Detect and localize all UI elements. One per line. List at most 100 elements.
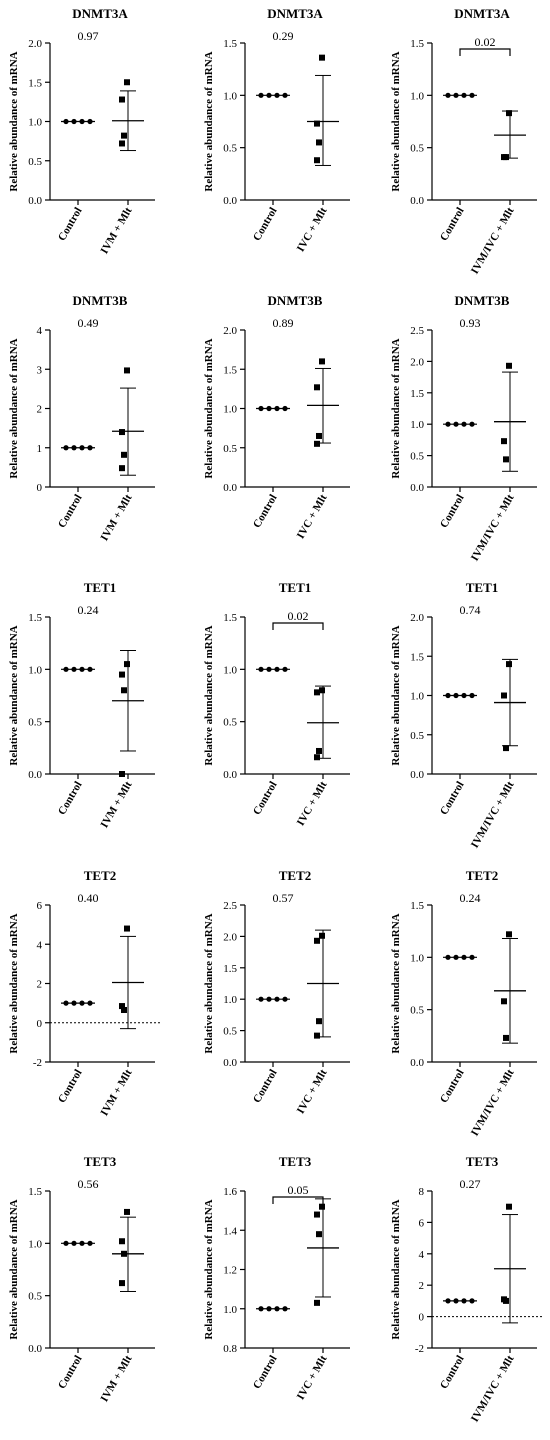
p-value-label: 0.05	[288, 1183, 309, 1197]
y-tick-label: 1.5	[410, 38, 424, 50]
y-tick-label: 0.5	[28, 717, 42, 729]
chart-panel-tet1-1: TET1 0.0 0.5 1.0 1.5 Relative abundance of mR…	[8, 580, 155, 830]
control-point	[79, 666, 85, 672]
chart-title: DNMT3B	[455, 293, 510, 308]
y-tick-label: 1.0	[223, 90, 237, 102]
y-tick-label: 1.5	[28, 612, 42, 624]
y-axis-label: Relative abundance of mRNA	[8, 51, 20, 191]
chart-title: DNMT3A	[454, 6, 510, 21]
control-point	[63, 666, 69, 672]
treatment-point	[503, 745, 509, 752]
y-axis-label: Relative abundance of mRNA	[203, 51, 215, 191]
control-point	[461, 1298, 467, 1304]
treatment-point	[319, 1203, 325, 1210]
y-tick-label: 2.5	[223, 900, 237, 912]
p-value-label: 0.93	[460, 316, 481, 330]
control-point	[87, 1000, 93, 1006]
treatment-point	[501, 692, 507, 699]
control-point	[445, 692, 451, 699]
y-tick-label: 1.0	[223, 404, 237, 416]
y-tick-label: 0.0	[28, 1343, 42, 1355]
y-axis-label: Relative abundance of mRNA	[390, 51, 402, 191]
x-category-label: Control	[251, 780, 280, 818]
treatment-point	[314, 1211, 320, 1218]
control-point	[445, 92, 451, 98]
y-axis-label: Relative abundance of mRNA	[203, 338, 215, 478]
y-tick-label: 4	[419, 1249, 425, 1261]
control-point	[63, 118, 69, 125]
treatment-point	[124, 661, 130, 668]
control-point	[71, 445, 77, 451]
control-point	[453, 692, 459, 699]
p-value-label: 0.74	[460, 603, 481, 617]
treatment-point	[316, 139, 322, 146]
y-tick-label: 8	[419, 1186, 425, 1198]
y-tick-label: 0.5	[410, 1005, 424, 1017]
treatment-point	[314, 1299, 320, 1306]
x-category-label: Control	[438, 206, 467, 244]
chart-title: DNMT3A	[267, 6, 323, 21]
control-point	[258, 996, 264, 1002]
y-tick-label: 1.0	[410, 90, 424, 102]
y-tick-label: 0.0	[410, 769, 424, 781]
x-category-label: Control	[251, 1354, 280, 1392]
significance-bracket	[272, 622, 324, 630]
p-value-label: 0.29	[273, 29, 294, 43]
treatment-point	[314, 120, 320, 127]
x-category-label: Control	[251, 206, 280, 244]
chart-title: TET1	[466, 580, 499, 595]
y-tick-label: 1.0	[223, 1304, 237, 1316]
x-category-label: IVM + Mlt	[98, 492, 134, 543]
y-tick-label: 2	[37, 979, 43, 991]
y-tick-label: 4	[37, 325, 43, 337]
y-tick-label: 1.0	[410, 952, 424, 964]
chart-title: TET3	[84, 1154, 117, 1169]
x-category-label: IVM/IVC + Mlt	[469, 779, 517, 850]
x-category-label: Control	[56, 1354, 85, 1392]
x-category-label: IVC + Mlt	[295, 492, 330, 541]
control-point	[453, 1298, 459, 1304]
y-tick-label: 0.0	[410, 482, 424, 494]
chart-title: TET3	[466, 1154, 499, 1169]
chart-panel-dnmt3a-1: DNMT3A 0.0 0.5 1.0 1.5 2.0 Relative abundance …	[8, 6, 155, 256]
y-tick-label: 0.0	[223, 1057, 237, 1069]
p-value-label: 0.97	[78, 29, 99, 43]
y-tick-label: 1.5	[223, 612, 237, 624]
y-tick-label: 2.0	[28, 38, 42, 50]
y-tick-label: 1.5	[223, 38, 237, 50]
treatment-point	[121, 1250, 127, 1257]
treatment-point	[314, 689, 320, 696]
y-tick-label: 1.0	[410, 419, 424, 431]
chart-title: DNMT3A	[72, 6, 128, 21]
p-value-label: 0.57	[273, 891, 294, 905]
control-point	[453, 421, 459, 427]
x-category-label: Control	[251, 1068, 280, 1106]
treatment-point	[119, 1003, 125, 1010]
treatment-point	[119, 465, 125, 472]
y-tick-label: 0.5	[223, 717, 237, 729]
treatment-point	[319, 687, 325, 694]
control-point	[445, 1298, 451, 1304]
significance-bracket	[459, 48, 511, 56]
y-tick-label: 0.5	[28, 1291, 42, 1303]
x-category-label: IVC + Mlt	[295, 1067, 330, 1116]
control-point	[71, 118, 77, 125]
chart-title: TET2	[279, 868, 312, 883]
control-point	[445, 954, 451, 960]
y-tick-label: 6	[419, 1217, 425, 1229]
x-category-label: IVM + Mlt	[98, 779, 134, 830]
y-tick-label: 0.5	[410, 143, 424, 155]
chart-panel-dnmt3a-3: DNMT3A 0.0 0.5 1.0 1.5 Relative abundance of …	[390, 6, 537, 276]
control-point	[453, 954, 459, 960]
control-point	[266, 666, 272, 672]
y-tick-label: 1.5	[28, 77, 42, 89]
y-tick-label: 1	[37, 443, 43, 455]
control-point	[71, 1000, 77, 1006]
control-point	[282, 92, 288, 98]
y-tick-label: 0.5	[410, 451, 424, 463]
y-tick-label: 6	[37, 900, 43, 912]
control-point	[258, 405, 264, 412]
control-point	[469, 92, 475, 98]
control-point	[274, 996, 280, 1002]
